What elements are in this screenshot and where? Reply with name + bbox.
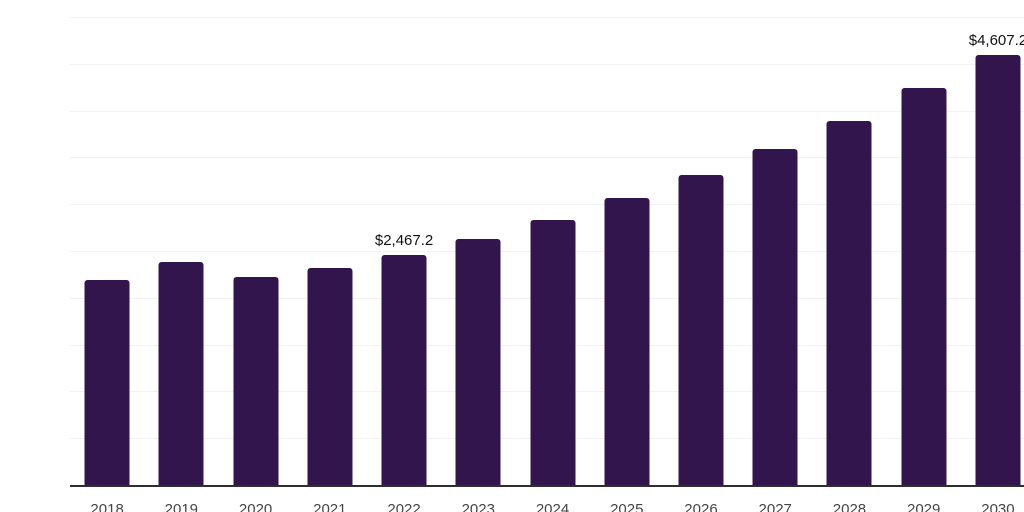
bar-value-label-2030: $4,607.2: [968, 31, 1024, 49]
plot-area: $2,467.2 $4,607.2: [70, 17, 1024, 487]
bar-slot-2025: [590, 18, 664, 486]
bar-2030: [975, 54, 1021, 486]
x-tick-label-2024: 2024: [535, 501, 570, 512]
bar-2019: [158, 262, 204, 486]
gridline-5000: [70, 17, 1024, 18]
bar-slot-2030: $4,607.2: [961, 18, 1024, 486]
x-tick-label-2020: 2020: [238, 501, 273, 512]
bar-value-label-2022: $2,467.2: [374, 232, 434, 250]
x-tick-label-2026: 2026: [684, 501, 718, 512]
bar-2022: [381, 255, 427, 486]
gridline-4500: [70, 63, 1024, 65]
x-tick-label-2030: 2030: [981, 501, 1015, 512]
bar-slot-2027: [738, 18, 812, 486]
x-tick-label-2019: 2019: [164, 501, 199, 512]
bar-chart: $2,467.2 $4,607.2 2018 2019 2020 2021 2022 202…: [40, 16, 1024, 512]
x-axis-labels: 2018 2019 2020 2021 2022 2023 2024 2025 2026 2027…: [70, 494, 1024, 512]
x-tick-label-2027: 2027: [758, 501, 792, 512]
bar-slot-2024: [515, 18, 589, 486]
x-tick-label-2023: 2023: [461, 501, 495, 512]
bar-slot-2023: [441, 18, 515, 486]
x-axis-line: [70, 485, 1024, 487]
bar-2025: [604, 197, 650, 486]
bar-slot-2029: [887, 18, 961, 486]
x-tick-label-2025: 2025: [610, 501, 644, 512]
bar-2028: [826, 120, 872, 486]
bar-2023: [455, 238, 501, 486]
bar-slot-2026: [664, 18, 738, 486]
bar-2024: [530, 219, 576, 486]
bar-2020: [233, 276, 279, 486]
bar-slot-2022: $2,467.2: [367, 18, 441, 486]
bar-2027: [752, 148, 798, 486]
bar-2026: [678, 175, 724, 486]
gridline-3500: [70, 157, 1024, 159]
bar-slot-2019: [144, 18, 218, 486]
bar-2029: [901, 88, 947, 486]
bar-slot-2021: [293, 18, 367, 486]
gridline-3000: [70, 204, 1024, 206]
x-tick-label-2028: 2028: [832, 501, 867, 512]
x-tick-label-2029: 2029: [907, 501, 941, 512]
bar-2021: [307, 267, 353, 486]
x-tick-label-2021: 2021: [313, 501, 347, 512]
gridline-4000: [70, 110, 1024, 112]
x-tick-label-2022: 2022: [387, 501, 421, 512]
bar-slot-2020: [218, 18, 292, 486]
bar-2018: [84, 279, 130, 486]
bars-layer: $2,467.2 $4,607.2: [70, 18, 1024, 486]
bar-slot-2028: [812, 18, 886, 486]
bar-slot-2018: [70, 18, 144, 486]
x-tick-label-2018: 2018: [90, 501, 124, 512]
